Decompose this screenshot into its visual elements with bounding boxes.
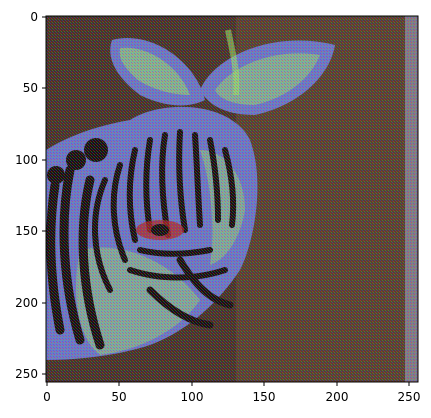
x-tick-label: 0 (43, 390, 51, 404)
x-tick-label: 150 (253, 390, 276, 404)
y-tick-label: 0 (30, 10, 38, 24)
y-tick-label: 100 (15, 153, 38, 167)
y-tick-label: 250 (15, 367, 38, 381)
x-tick-label: 50 (111, 390, 126, 404)
x-axis: 0 50 100 150 200 250 (43, 382, 420, 404)
y-tick-label: 200 (15, 296, 38, 310)
y-tick-label: 50 (23, 81, 38, 95)
x-tick-label: 100 (181, 390, 204, 404)
x-tick-label: 250 (398, 390, 421, 404)
axes-frame (45, 15, 419, 383)
y-axis: 0 50 100 150 200 250 (15, 10, 46, 381)
zebra-image (46, 16, 418, 382)
y-tick-label: 150 (15, 224, 38, 238)
x-tick-label: 200 (326, 390, 349, 404)
